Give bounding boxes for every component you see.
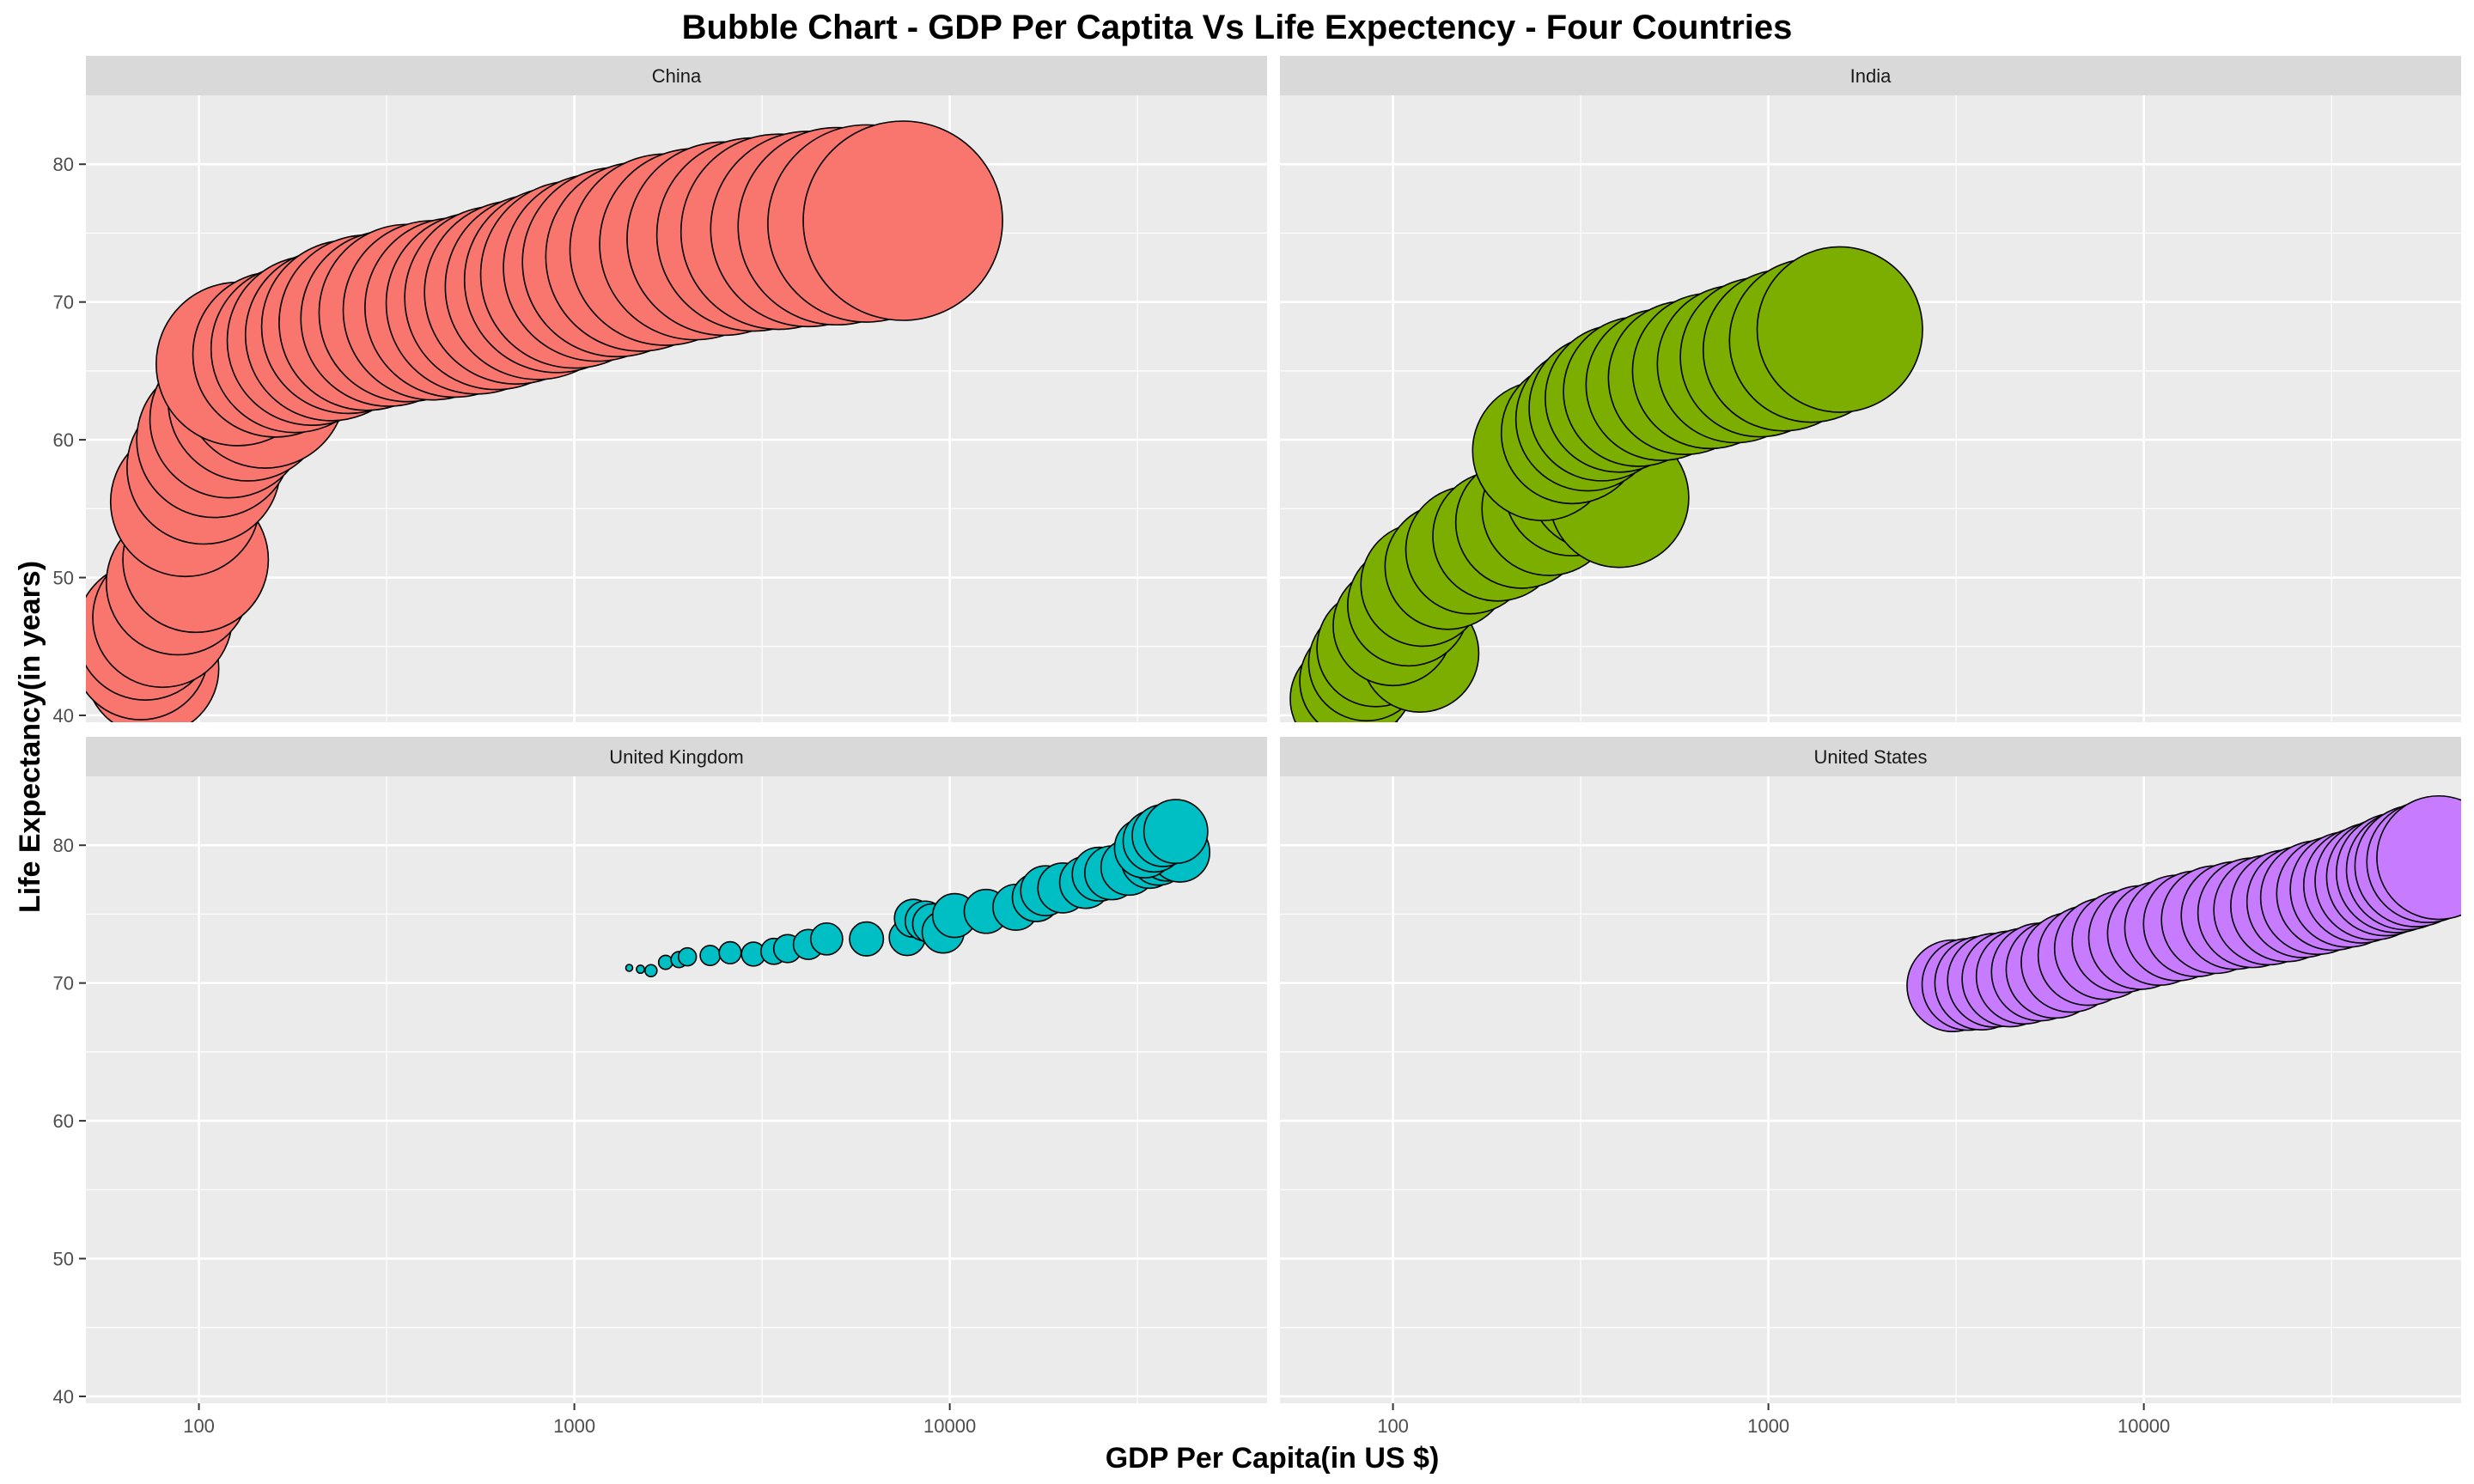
bubble-point: [2376, 794, 2461, 921]
y-tick-label: 50: [53, 568, 74, 589]
panels-layer: China 40 50 60 70 80 India United Kingdom 40 50 60…: [53, 56, 2461, 1437]
panel-strip-label: United Kingdom: [609, 746, 744, 768]
bubble-point: [636, 964, 646, 975]
y-tick-label: 80: [53, 835, 74, 856]
y-tick-label: 80: [53, 154, 74, 175]
y-tick-label: 60: [53, 1110, 74, 1132]
y-tick-label: 60: [53, 429, 74, 451]
bubbles-united-states: [1906, 794, 2461, 1033]
panel-strip-label: India: [1850, 65, 1892, 87]
bubble-point: [1756, 246, 1923, 413]
x-tick-label: 1000: [553, 1415, 595, 1437]
bubbles-china: [86, 120, 1003, 722]
panel-india: India: [1280, 56, 2461, 722]
y-tick-label: 40: [53, 1386, 74, 1408]
bubble-point: [849, 921, 885, 957]
y-tick-label: 40: [53, 705, 74, 727]
bubble-point: [809, 921, 844, 956]
x-tick-label: 100: [183, 1415, 215, 1437]
bubble-point: [625, 964, 634, 972]
bubble-point: [677, 946, 698, 967]
bubbles-united-kingdom: [625, 799, 1211, 977]
panel-strip-label: China: [652, 65, 702, 87]
bubble-point: [644, 964, 658, 977]
bubbles-india: [1289, 246, 1923, 722]
y-axis-title: Life Expectancy(in years): [14, 561, 46, 913]
bubble-point: [699, 945, 722, 966]
panel-strip: [1280, 56, 2461, 95]
x-tick-label: 10000: [2118, 1415, 2170, 1437]
panel-strip: [86, 737, 1267, 776]
x-axis-title: GDP Per Capita(in US $): [1106, 1442, 1440, 1475]
y-tick-label: 50: [53, 1249, 74, 1270]
bubble-point: [718, 940, 742, 964]
chart-title: Bubble Chart - GDP Per Captita Vs Life E…: [682, 9, 1793, 46]
bubble-point: [657, 954, 673, 970]
panel-strip-label: United States: [1813, 746, 1927, 768]
panel-strip: [86, 56, 1267, 95]
panel-strip: [1280, 737, 2461, 776]
panel-united-states: United States 100 1000 10000: [1280, 737, 2461, 1437]
bubble-point: [1143, 799, 1209, 865]
bubble-point: [802, 120, 1003, 321]
y-tick-label: 70: [53, 292, 74, 313]
panel-china: China 40 50 60 70 80: [53, 56, 1267, 727]
x-tick-label: 10000: [923, 1415, 976, 1437]
x-tick-label: 100: [1377, 1415, 1409, 1437]
panel-united-kingdom: United Kingdom 40 50 60 70 80 100 1000 10000: [53, 737, 1267, 1437]
y-tick-label: 70: [53, 973, 74, 994]
x-tick-label: 1000: [1747, 1415, 1789, 1437]
